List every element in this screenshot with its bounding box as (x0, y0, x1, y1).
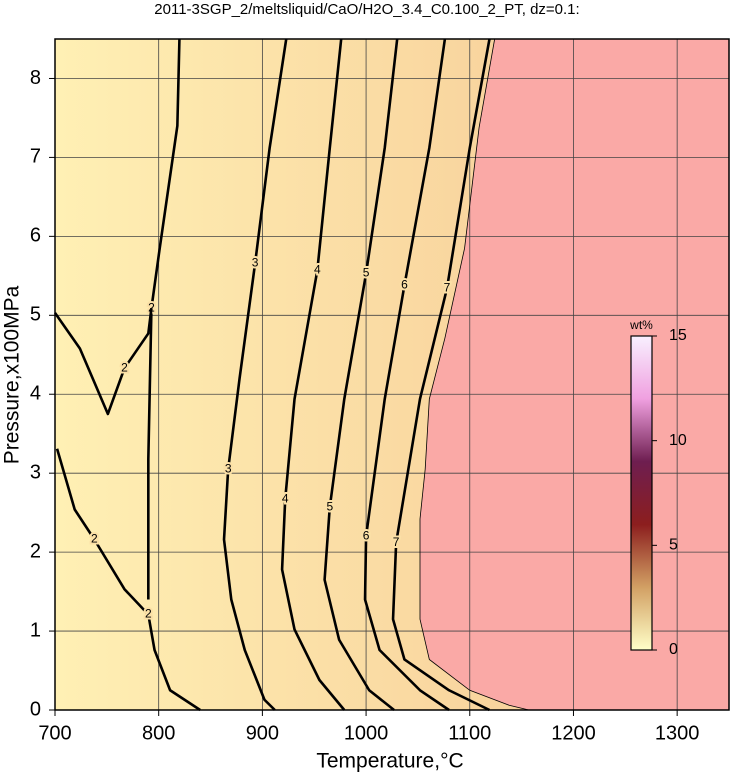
contour-label: 6 (363, 529, 370, 543)
contour-line (55, 448, 201, 712)
colorbar-tick-label: 10 (669, 432, 687, 449)
contour-label: 2 (91, 532, 98, 546)
contour-label: 4 (282, 491, 289, 505)
contour-label: 2 (145, 607, 152, 621)
boundary-line (419, 38, 529, 711)
x-tick-label: 1000 (344, 722, 389, 744)
chart-title: 2011-3SGP_2/meltsliquid/CaO/H2O_3.4_C0.1… (154, 1, 579, 18)
y-tick-label: 1 (30, 619, 41, 641)
contour-line (363, 38, 450, 712)
y-tick-label: 2 (30, 540, 41, 562)
y-axis-label: Pressure,x100MPa (1, 285, 24, 464)
y-tick-label: 4 (30, 383, 41, 405)
x-tick-label: 1100 (448, 722, 491, 744)
colorbar-label: wt% (629, 318, 653, 332)
plot-frame (54, 38, 730, 711)
x-axis-label: Temperature,°C (316, 750, 463, 773)
y-tick-label: 6 (30, 225, 41, 247)
liquid-region (55, 39, 529, 710)
colorbar-tick-label: 0 (669, 641, 678, 658)
colorbar-tick-label: 15 (669, 327, 687, 344)
contour-label: 5 (363, 266, 370, 280)
contour-label: 6 (401, 277, 408, 291)
contour-line (391, 38, 491, 712)
x-tick-label: 800 (142, 722, 175, 744)
y-tick-label: 8 (30, 67, 41, 89)
contour-line (53, 308, 153, 416)
contour-line (222, 38, 288, 711)
contour-label: 4 (314, 262, 321, 276)
contour-line (147, 38, 181, 600)
contour-label: 5 (326, 499, 333, 513)
colorbar-tick-label: 5 (669, 537, 678, 554)
x-tick-label: 700 (38, 722, 71, 744)
x-tick-label: 1300 (655, 722, 700, 744)
contour-label: 3 (225, 461, 232, 475)
colorbar (630, 335, 653, 651)
contour-label: 2 (121, 360, 128, 374)
x-tick-label: 1200 (551, 722, 596, 744)
contour-label: 7 (444, 281, 451, 295)
contour-label: 7 (393, 535, 400, 549)
y-tick-label: 3 (30, 461, 41, 483)
contour-line (323, 38, 399, 712)
contour-label: 3 (252, 255, 259, 269)
y-tick-label: 0 (30, 698, 41, 720)
contour-line (280, 38, 346, 711)
contour-label: 2 (148, 300, 155, 314)
y-tick-label: 5 (30, 304, 41, 326)
x-tick-label: 900 (246, 722, 279, 744)
y-tick-label: 7 (30, 146, 41, 168)
